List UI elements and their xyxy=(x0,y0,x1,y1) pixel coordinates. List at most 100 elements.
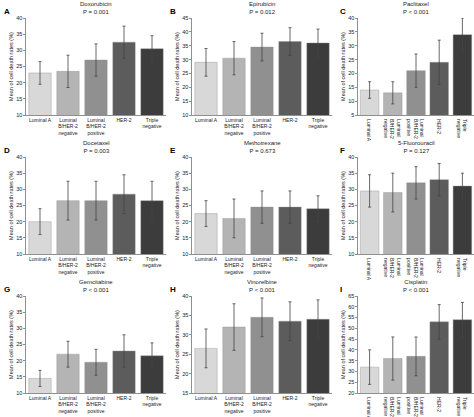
svg-text:15: 15 xyxy=(182,98,188,104)
svg-text:10: 10 xyxy=(348,98,354,104)
svg-text:EpirubicinP = 0.012: EpirubicinP = 0.012 xyxy=(249,1,276,15)
svg-text:10: 10 xyxy=(182,251,188,257)
svg-text:20: 20 xyxy=(182,219,188,225)
svg-text:35: 35 xyxy=(348,29,354,35)
svg-text:HER-2: HER-2 xyxy=(116,117,131,123)
svg-text:20: 20 xyxy=(348,70,354,76)
svg-text:Mean of cell death rates (%): Mean of cell death rates (%) xyxy=(174,310,180,379)
svg-text:15: 15 xyxy=(348,235,354,241)
svg-text:LuminalB/HER-2negative: LuminalB/HER-2negative xyxy=(224,256,244,275)
svg-text:HER-2: HER-2 xyxy=(116,256,131,262)
svg-text:25: 25 xyxy=(348,56,354,62)
svg-text:HER-2: HER-2 xyxy=(116,395,131,401)
svg-text:Mean of cell death rates (%): Mean of cell death rates (%) xyxy=(8,32,14,101)
svg-text:Triplenegative: Triplenegative xyxy=(456,119,469,138)
svg-text:LuminalB/HER-2negative: LuminalB/HER-2negative xyxy=(58,256,78,275)
svg-text:DoxorubicinP = 0.001: DoxorubicinP = 0.001 xyxy=(80,1,112,15)
svg-text:Luminal A: Luminal A xyxy=(366,397,372,417)
svg-text:LuminalB/HER-2positive: LuminalB/HER-2positive xyxy=(86,395,106,414)
svg-text:GemcitabineP < 0.001: GemcitabineP < 0.001 xyxy=(79,279,113,293)
svg-text:HER-2: HER-2 xyxy=(282,395,297,401)
svg-text:40: 40 xyxy=(16,15,22,21)
svg-text:Luminal A: Luminal A xyxy=(195,256,218,262)
svg-text:Triplenegative: Triplenegative xyxy=(309,395,328,408)
svg-text:F: F xyxy=(340,146,345,155)
svg-text:40: 40 xyxy=(348,347,354,353)
svg-text:Luminal A: Luminal A xyxy=(366,119,372,142)
svg-text:35: 35 xyxy=(348,170,354,176)
svg-text:25: 25 xyxy=(16,63,22,69)
svg-text:LuminalB/HER-2positive: LuminalB/HER-2positive xyxy=(406,397,425,417)
svg-text:LuminalB/HER-2negative: LuminalB/HER-2negative xyxy=(58,117,78,136)
svg-text:LuminalB/HER-2negative: LuminalB/HER-2negative xyxy=(224,395,244,414)
svg-text:HER-2: HER-2 xyxy=(436,258,442,273)
svg-text:VinorelbineP < 0.001: VinorelbineP < 0.001 xyxy=(247,279,278,293)
svg-text:45: 45 xyxy=(182,15,188,21)
svg-text:LuminalB/HER-2negative: LuminalB/HER-2negative xyxy=(383,119,402,139)
svg-text:30: 30 xyxy=(16,47,22,53)
svg-text:15: 15 xyxy=(348,84,354,90)
svg-text:I: I xyxy=(340,285,342,294)
svg-text:Mean of cell death rates (%): Mean of cell death rates (%) xyxy=(174,171,180,240)
svg-text:25: 25 xyxy=(182,70,188,76)
svg-text:LuminalB/HER-2negative: LuminalB/HER-2negative xyxy=(58,395,78,414)
svg-text:Mean of cell death rates (%): Mean of cell death rates (%) xyxy=(340,310,346,379)
svg-text:H: H xyxy=(170,285,176,294)
svg-text:40: 40 xyxy=(182,29,188,35)
svg-text:10: 10 xyxy=(16,390,22,396)
svg-text:35: 35 xyxy=(182,312,188,318)
svg-text:20: 20 xyxy=(182,371,188,377)
svg-text:40: 40 xyxy=(16,154,22,160)
svg-text:LuminalB/HER-2positive: LuminalB/HER-2positive xyxy=(406,258,425,278)
svg-text:LuminalB/HER-2positive: LuminalB/HER-2positive xyxy=(86,256,106,275)
svg-text:LuminalB/HER-2positive: LuminalB/HER-2positive xyxy=(252,117,272,136)
svg-text:LuminalB/HER-2positive: LuminalB/HER-2positive xyxy=(252,395,272,414)
svg-text:Luminal A: Luminal A xyxy=(366,258,372,281)
svg-text:30: 30 xyxy=(182,186,188,192)
svg-text:25: 25 xyxy=(182,202,188,208)
svg-text:Mean of cell death rates (%): Mean of cell death rates (%) xyxy=(8,171,14,240)
svg-text:25: 25 xyxy=(348,379,354,385)
svg-text:DocetaxelP = 0.003: DocetaxelP = 0.003 xyxy=(83,140,110,154)
svg-text:10: 10 xyxy=(348,251,354,257)
svg-text:C: C xyxy=(340,7,346,16)
svg-text:B: B xyxy=(170,7,176,16)
svg-text:Luminal A: Luminal A xyxy=(29,395,52,401)
svg-text:HER-2: HER-2 xyxy=(282,256,297,262)
svg-text:35: 35 xyxy=(16,309,22,315)
svg-text:15: 15 xyxy=(182,235,188,241)
svg-text:Luminal A: Luminal A xyxy=(29,117,52,123)
svg-text:LuminalB/HER-2negative: LuminalB/HER-2negative xyxy=(383,397,402,417)
svg-text:50: 50 xyxy=(348,325,354,331)
svg-text:15: 15 xyxy=(16,235,22,241)
svg-text:30: 30 xyxy=(348,43,354,49)
svg-text:HER-2: HER-2 xyxy=(436,397,442,412)
svg-text:Triplenegative: Triplenegative xyxy=(309,117,328,130)
svg-text:MethotrexaneP = 0.673: MethotrexaneP = 0.673 xyxy=(244,140,281,154)
svg-text:E: E xyxy=(170,146,176,155)
svg-text:HER-2: HER-2 xyxy=(436,119,442,134)
svg-text:55: 55 xyxy=(348,314,354,320)
svg-text:30: 30 xyxy=(348,368,354,374)
svg-text:20: 20 xyxy=(16,219,22,225)
svg-text:Mean of cell death rates (%): Mean of cell death rates (%) xyxy=(340,32,346,101)
svg-text:CisplatinP < 0.001: CisplatinP < 0.001 xyxy=(403,279,429,293)
svg-text:20: 20 xyxy=(16,80,22,86)
svg-text:40: 40 xyxy=(182,154,188,160)
svg-text:D: D xyxy=(4,146,10,155)
svg-text:30: 30 xyxy=(16,325,22,331)
svg-text:HER-2: HER-2 xyxy=(282,117,297,123)
svg-text:10: 10 xyxy=(16,112,22,118)
svg-text:Triplenegative: Triplenegative xyxy=(143,256,162,269)
svg-text:40: 40 xyxy=(182,293,188,299)
svg-text:A: A xyxy=(4,7,10,16)
svg-text:Triplenegative: Triplenegative xyxy=(309,256,328,269)
svg-text:30: 30 xyxy=(348,186,354,192)
svg-text:35: 35 xyxy=(16,31,22,37)
svg-text:G: G xyxy=(4,285,10,294)
svg-text:10: 10 xyxy=(182,112,188,118)
svg-text:35: 35 xyxy=(348,358,354,364)
svg-text:25: 25 xyxy=(348,202,354,208)
svg-text:45: 45 xyxy=(348,336,354,342)
svg-text:LuminalB/HER-2positive: LuminalB/HER-2positive xyxy=(252,256,272,275)
